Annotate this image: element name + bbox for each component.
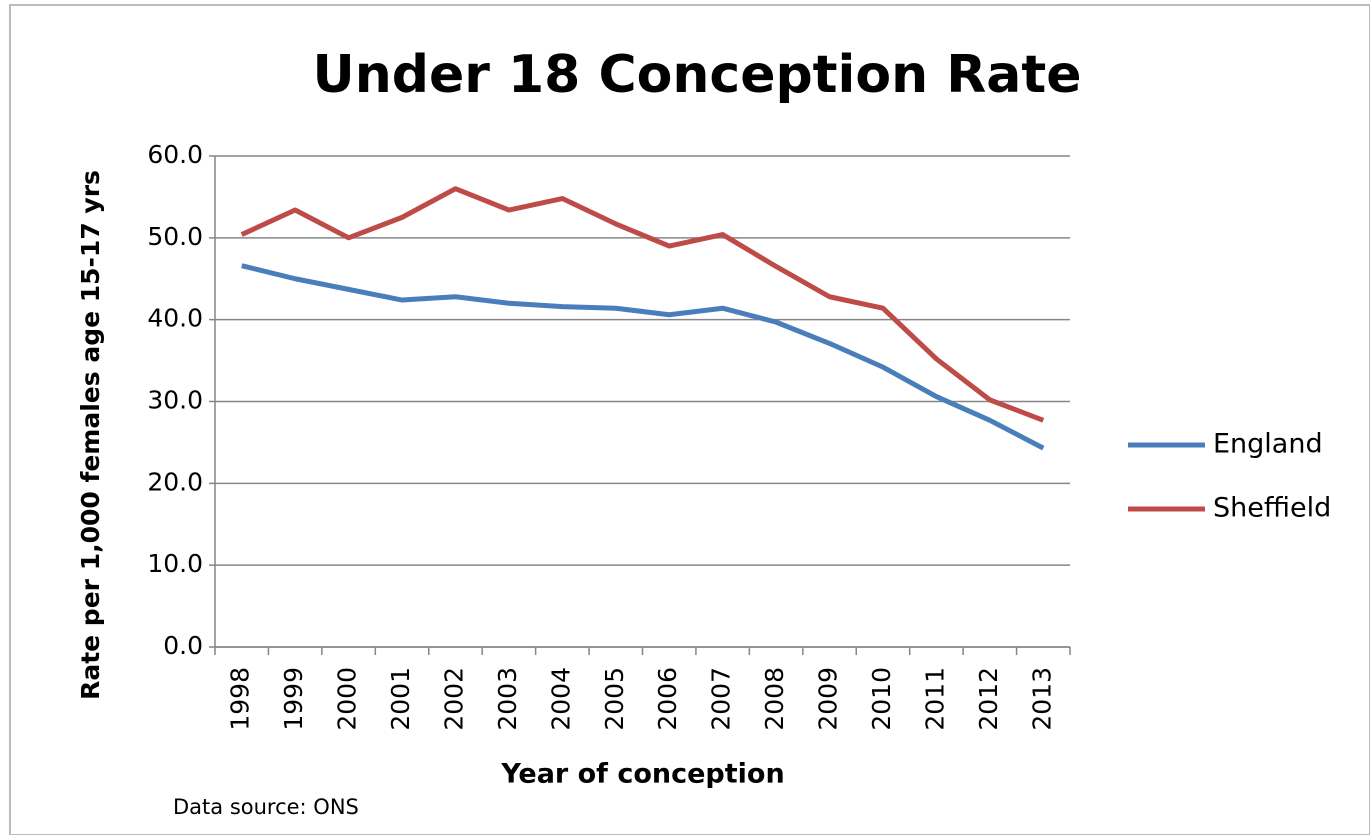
source-note: Data source: ONS	[173, 795, 359, 819]
x-tick-label: 2007	[707, 667, 736, 731]
legend-label: Sheffield	[1213, 493, 1331, 524]
legend-label: England	[1213, 429, 1323, 460]
x-tick-label: 2012	[974, 667, 1003, 731]
x-axis-label: Year of conception	[500, 759, 784, 790]
y-tick-label: 30.0	[147, 386, 203, 415]
x-tick-label: 2009	[814, 667, 843, 731]
y-tick-label: 10.0	[147, 549, 203, 578]
x-tick-label: 2003	[493, 667, 522, 731]
y-tick-label: 0.0	[163, 631, 203, 660]
series-line	[240, 186, 1045, 423]
y-tick-label: 50.0	[147, 222, 203, 251]
y-tick-label: 20.0	[147, 467, 203, 496]
y-tick-label: 60.0	[147, 140, 203, 169]
x-tick-label: 2001	[386, 667, 415, 731]
x-tick-label: 2005	[600, 667, 629, 731]
x-tick-label: 1998	[226, 667, 255, 731]
x-tick-label: 1999	[279, 667, 308, 731]
x-tick-label: 2011	[920, 667, 949, 731]
chart-title: Under 18 Conception Rate	[313, 45, 1082, 105]
chart-frame	[9, 4, 1370, 835]
y-tick-label: 40.0	[147, 304, 203, 333]
x-tick-label: 2002	[439, 667, 468, 731]
x-tick-label: 2010	[867, 667, 896, 731]
x-tick-label: 2013	[1027, 667, 1056, 731]
y-axis-label: Rate per 1,000 females age 15-17 yrs	[76, 170, 105, 700]
x-tick-label: 2008	[760, 667, 789, 731]
x-tick-label: 2006	[653, 667, 682, 731]
x-tick-label: 2000	[333, 667, 362, 731]
series-line	[241, 263, 1045, 451]
x-tick-label: 2004	[546, 667, 575, 731]
